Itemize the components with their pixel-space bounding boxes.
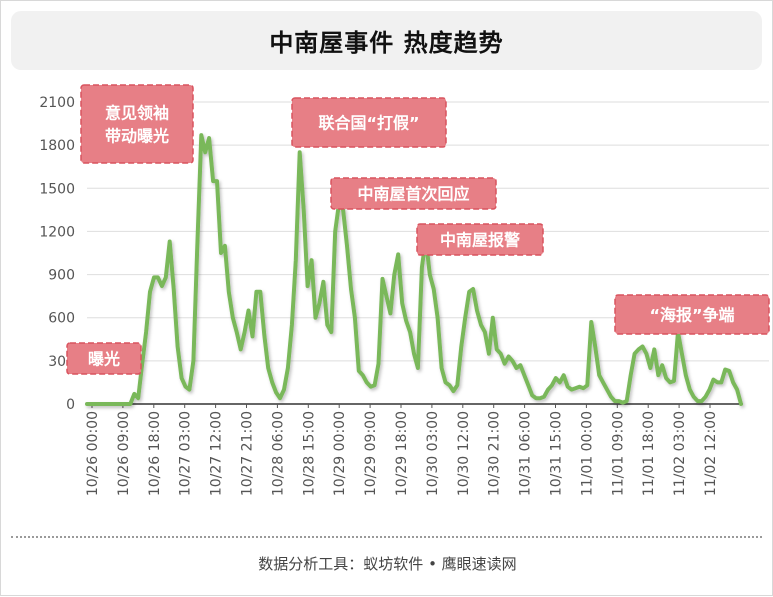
- series-line: [85, 133, 743, 406]
- series-layer: [85, 133, 743, 406]
- x-tick-label: 10/26 09:00: [116, 411, 132, 496]
- x-tick-label: 10/27 12:00: [209, 411, 225, 496]
- annotation-label: “海报”争端: [649, 306, 734, 325]
- footer-credit: 数据分析工具：蚁坊软件 • 鹰眼速读网: [258, 555, 517, 573]
- x-tick-label: 10/30 21:00: [487, 411, 503, 496]
- x-tick-label: 10/29 09:00: [363, 411, 379, 496]
- x-tick-label: 11/02 12:00: [703, 411, 719, 496]
- chart-title: 中南屋事件 热度趋势: [269, 29, 504, 57]
- x-tick-label: 10/31 15:00: [549, 411, 565, 496]
- annotation-label: 带动曝光: [105, 127, 169, 146]
- y-tick-label: 2100: [39, 95, 75, 111]
- y-tick-label: 1500: [39, 181, 75, 197]
- x-tick-label: 11/01 09:00: [610, 411, 626, 496]
- x-tick-label: 10/29 18:00: [394, 411, 410, 496]
- x-tick-label: 10/30 12:00: [456, 411, 472, 496]
- x-tick-label: 11/01 00:00: [579, 411, 595, 496]
- annotation-box: 曝光: [66, 342, 142, 375]
- annotation-background: [291, 97, 447, 148]
- x-tick-label: 10/28 06:00: [270, 411, 286, 496]
- annotation-label: 中南屋首次回应: [357, 185, 469, 204]
- annotation-box: “海报”争端: [614, 294, 770, 335]
- annotation-label: 联合国“打假”: [318, 114, 419, 133]
- y-tick-label: 900: [48, 268, 75, 284]
- y-tick-label: 1200: [39, 224, 75, 240]
- annotation-box: 中南屋报警: [416, 223, 544, 256]
- x-tick-label: 10/26 18:00: [147, 411, 163, 496]
- x-tick-label: 10/27 03:00: [178, 411, 194, 496]
- y-tick-label: 1800: [39, 138, 75, 154]
- footer-divider: [11, 536, 762, 538]
- x-tick-label: 10/30 03:00: [425, 411, 441, 496]
- title-bar: 中南屋事件 热度趋势: [11, 11, 762, 70]
- annotation-box: 中南屋首次回应: [330, 177, 497, 210]
- x-tick-label: 11/02 03:00: [672, 411, 688, 496]
- annotation-background: [80, 84, 194, 164]
- y-tick-label: 0: [66, 397, 75, 413]
- x-tick-label: 10/31 06:00: [518, 411, 534, 496]
- annotation-background: [614, 294, 770, 335]
- x-tick-label: 10/27 21:00: [240, 411, 256, 496]
- x-tick-label: 11/01 18:00: [641, 411, 657, 496]
- x-axis-tick-labels: 10/26 00:00 10/26 09:00 10/26 18:00 10/27 0…: [85, 404, 719, 496]
- x-tick-label: 10/28 15:00: [301, 411, 317, 496]
- annotation-box: 联合国“打假”: [291, 97, 447, 148]
- annotation-background: [330, 177, 497, 210]
- annotation-label: 意见领袖: [105, 104, 169, 123]
- annotation-label: 曝光: [88, 350, 120, 369]
- x-tick-label: 10/26 00:00: [85, 411, 101, 496]
- annotation-background: [66, 342, 142, 375]
- annotation-background: [416, 223, 544, 256]
- x-tick-label: 10/29 00:00: [332, 411, 348, 496]
- y-tick-label: 600: [48, 311, 75, 327]
- annotation-label: 中南屋报警: [440, 231, 520, 250]
